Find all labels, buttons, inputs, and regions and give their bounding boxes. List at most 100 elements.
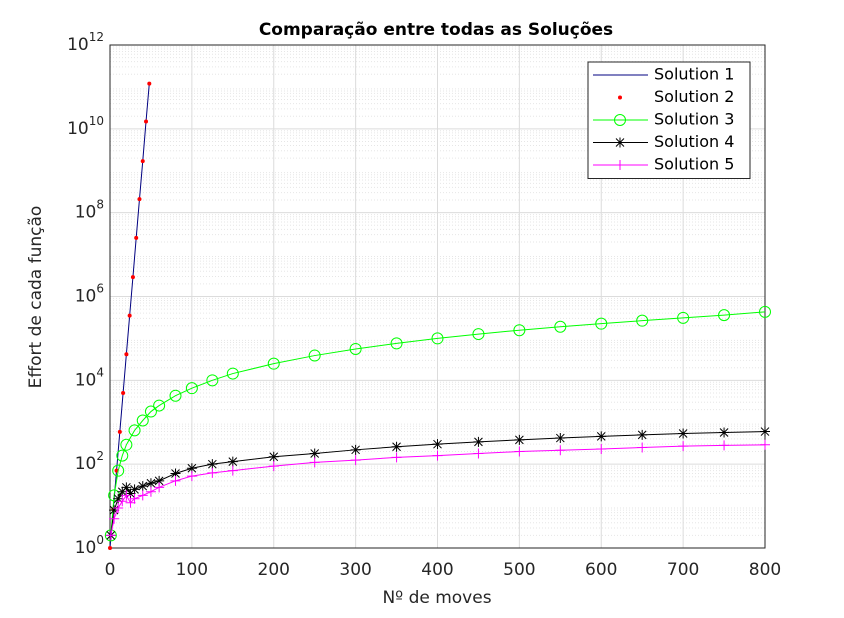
marker-circle xyxy=(595,317,608,330)
marker xyxy=(513,324,526,337)
marker-x xyxy=(433,439,442,449)
marker xyxy=(207,459,218,470)
marker-plus xyxy=(637,442,648,453)
marker-plus xyxy=(760,439,770,450)
marker xyxy=(719,427,730,438)
marker-plus xyxy=(514,446,525,457)
marker-x xyxy=(146,478,156,488)
x-tick-label: 800 xyxy=(749,560,781,580)
marker-x xyxy=(719,428,729,437)
marker xyxy=(226,367,239,380)
marker-plus xyxy=(719,440,730,451)
marker-x xyxy=(474,437,483,447)
marker xyxy=(637,442,648,453)
marker-plus xyxy=(596,444,607,455)
marker xyxy=(268,451,279,462)
marker xyxy=(432,439,443,450)
x-tick-label: 700 xyxy=(667,560,699,580)
marker xyxy=(145,478,156,489)
marker xyxy=(350,455,361,466)
marker-dot xyxy=(147,81,152,86)
marker-x xyxy=(310,449,320,458)
marker xyxy=(105,530,116,541)
y-tick-label: 102 xyxy=(75,449,104,475)
marker xyxy=(308,349,321,362)
marker xyxy=(636,314,649,327)
marker-dot xyxy=(137,197,142,202)
x-tick-label: 0 xyxy=(105,560,116,580)
marker-circle xyxy=(169,389,182,402)
y-tick-label: 106 xyxy=(75,281,104,307)
marker xyxy=(145,486,156,497)
marker xyxy=(554,320,567,333)
marker-plus xyxy=(121,490,132,501)
marker xyxy=(117,429,122,434)
marker xyxy=(718,309,731,322)
marker xyxy=(124,352,129,357)
y-tick-label: 104 xyxy=(75,365,104,391)
marker xyxy=(677,311,690,324)
marker-plus xyxy=(678,441,689,452)
marker xyxy=(134,235,139,240)
x-tick-label: 600 xyxy=(585,560,617,580)
marker-plus xyxy=(125,497,136,508)
marker xyxy=(618,95,622,100)
marker-plus xyxy=(137,490,148,501)
marker-x xyxy=(615,138,625,147)
marker-plus xyxy=(227,465,238,476)
marker-x xyxy=(207,459,217,469)
legend-label: Solution 3 xyxy=(654,110,734,129)
marker xyxy=(120,438,133,451)
marker xyxy=(128,424,141,437)
marker-dot xyxy=(124,352,129,357)
marker-x xyxy=(637,430,647,440)
marker xyxy=(154,482,165,493)
marker xyxy=(391,441,402,452)
marker xyxy=(112,464,125,477)
marker xyxy=(121,490,132,501)
marker-plus xyxy=(432,450,443,461)
marker-x xyxy=(596,432,606,441)
marker-circle xyxy=(153,399,166,412)
marker xyxy=(113,503,124,514)
marker-circle xyxy=(120,438,133,451)
marker xyxy=(109,513,120,524)
marker-x xyxy=(138,481,148,491)
marker-dot xyxy=(618,95,622,100)
marker xyxy=(514,446,525,457)
marker xyxy=(614,114,626,126)
marker-plus xyxy=(268,461,279,472)
axes-box xyxy=(109,44,766,549)
marker-circle xyxy=(112,464,125,477)
y-tick-label: 1012 xyxy=(67,30,104,56)
marker xyxy=(391,452,402,463)
marker xyxy=(431,332,444,345)
marker-x xyxy=(760,427,770,436)
marker xyxy=(267,357,280,370)
marker xyxy=(121,482,132,493)
marker xyxy=(678,441,689,452)
marker xyxy=(206,374,219,387)
marker xyxy=(170,468,181,479)
legend-label: Solution 1 xyxy=(654,65,734,84)
marker-dot xyxy=(127,313,132,318)
marker-plus xyxy=(117,496,128,507)
marker xyxy=(349,342,362,355)
x-tick-label: 200 xyxy=(258,560,290,580)
marker xyxy=(350,444,361,455)
marker-circle xyxy=(513,324,526,337)
marker-x xyxy=(130,485,139,494)
marker-circle xyxy=(144,405,157,418)
marker xyxy=(144,405,157,418)
marker-plus xyxy=(129,493,140,504)
marker-circle xyxy=(136,414,149,427)
marker-circle xyxy=(349,342,362,355)
marker-x xyxy=(515,435,524,445)
x-axis-label: Nº de moves xyxy=(382,588,491,608)
marker xyxy=(121,390,126,395)
marker-circle xyxy=(226,367,239,380)
marker-dot xyxy=(117,429,122,434)
marker-circle xyxy=(116,449,129,462)
marker-x xyxy=(228,457,238,466)
marker xyxy=(185,382,198,395)
